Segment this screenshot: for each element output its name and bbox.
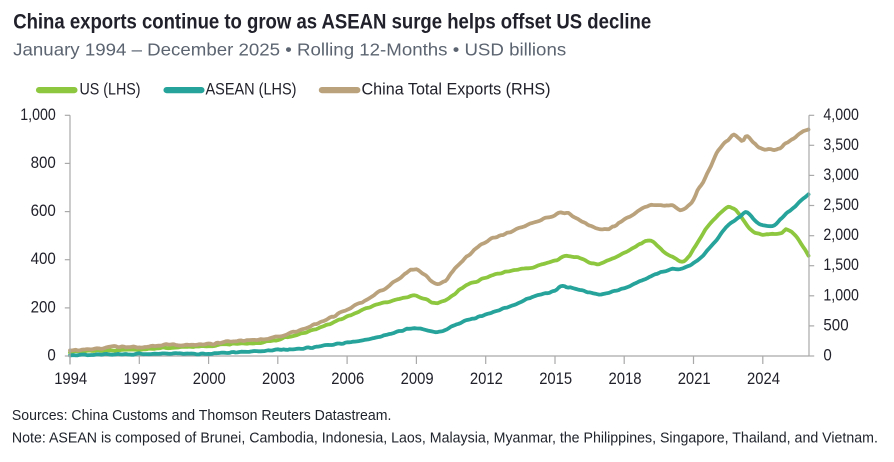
svg-text:2018: 2018: [609, 369, 642, 388]
svg-text:US (LHS): US (LHS): [80, 79, 141, 98]
svg-text:1,000: 1,000: [823, 285, 859, 304]
svg-text:4,000: 4,000: [823, 105, 859, 124]
svg-text:China Total Exports (RHS): China Total Exports (RHS): [362, 79, 551, 98]
svg-text:3,500: 3,500: [823, 135, 859, 154]
svg-text:Note: ASEAN is composed of Bru: Note: ASEAN is composed of Brunei, Cambo…: [12, 431, 878, 447]
svg-text:400: 400: [31, 249, 56, 268]
svg-text:2021: 2021: [678, 369, 711, 388]
svg-text:2012: 2012: [470, 369, 503, 388]
svg-text:2006: 2006: [331, 369, 364, 388]
svg-text:2000: 2000: [193, 369, 226, 388]
svg-text:1,500: 1,500: [823, 255, 859, 274]
svg-text:1,000: 1,000: [20, 105, 56, 124]
svg-text:2009: 2009: [401, 369, 434, 388]
svg-text:3,000: 3,000: [823, 165, 859, 184]
svg-text:0: 0: [823, 346, 831, 365]
svg-text:200: 200: [31, 297, 56, 316]
svg-text:China exports continue to grow: China exports continue to grow as ASEAN …: [13, 11, 651, 34]
svg-text:800: 800: [31, 153, 56, 172]
svg-text:2,000: 2,000: [823, 225, 859, 244]
svg-text:2,500: 2,500: [823, 195, 859, 214]
svg-text:1997: 1997: [124, 369, 157, 388]
svg-text:2024: 2024: [747, 369, 780, 388]
svg-text:January 1994 – December 2025 •: January 1994 – December 2025 • Rolling 1…: [13, 40, 566, 60]
svg-text:2003: 2003: [262, 369, 295, 388]
svg-text:600: 600: [31, 201, 56, 220]
svg-text:ASEAN (LHS): ASEAN (LHS): [206, 79, 297, 98]
svg-text:1994: 1994: [54, 369, 87, 388]
svg-text:500: 500: [823, 315, 848, 334]
svg-text:0: 0: [47, 346, 55, 365]
svg-text:Sources: China Customs and Tho: Sources: China Customs and Thomson Reute…: [12, 408, 392, 424]
svg-text:2015: 2015: [539, 369, 572, 388]
